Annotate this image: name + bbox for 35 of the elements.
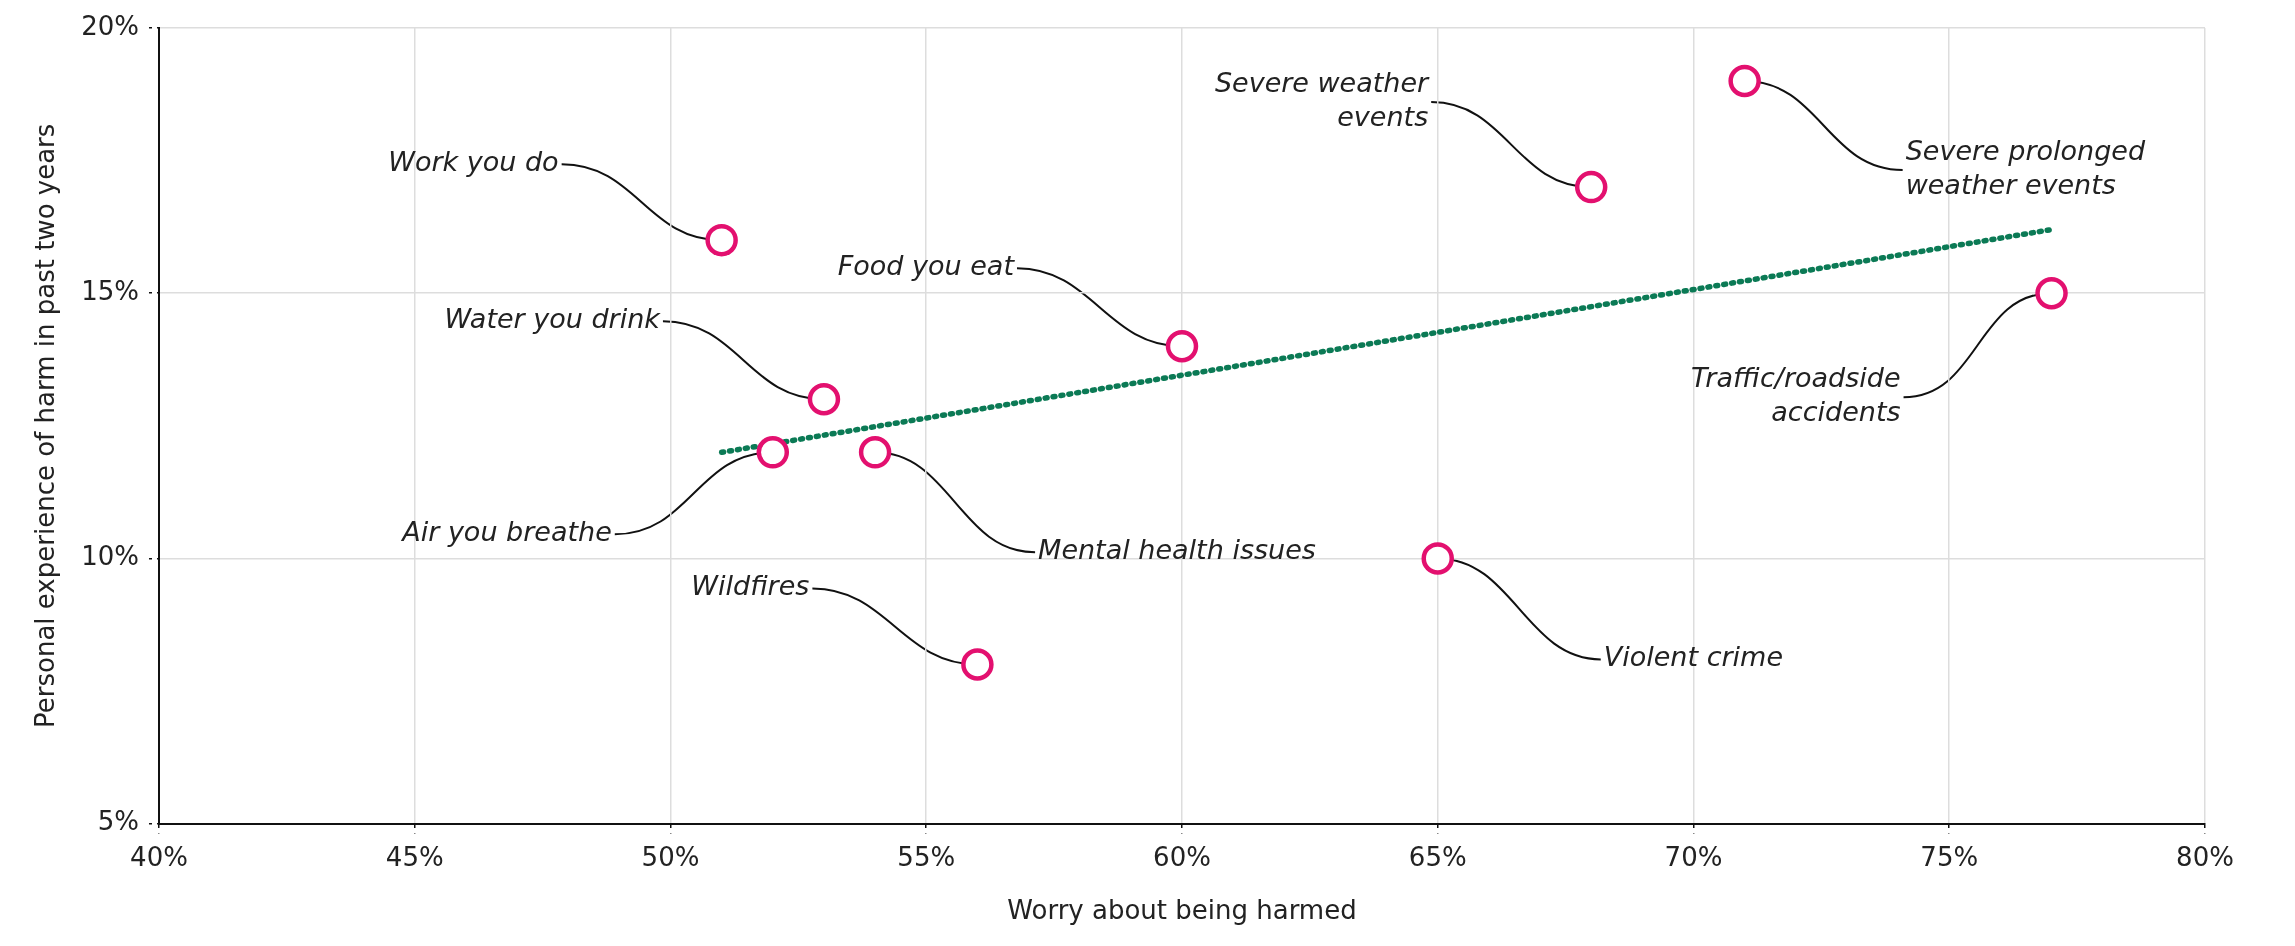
y-tick-label: 15% [81, 275, 139, 306]
point [756, 436, 790, 469]
annotation: Food you eat [837, 250, 1016, 282]
annotation: Traffic/roadside accidents [1690, 362, 1901, 428]
annotation: Severe weather events [1214, 67, 1431, 133]
point [1728, 64, 1761, 98]
x-tick-label: 40% [130, 841, 188, 872]
point [705, 223, 738, 257]
annotation: Violent crime [1603, 641, 1783, 673]
point [807, 383, 841, 416]
x-axis-title: Worry about being harmed [1007, 895, 1357, 926]
point [858, 436, 892, 469]
annotation: Wildfires [691, 570, 810, 602]
x-tick-label: 80% [2176, 841, 2234, 872]
x-tick-label: 55% [897, 841, 956, 872]
point [1165, 329, 1199, 363]
annotation: Mental health issues [1038, 534, 1316, 566]
annotation: Water you drink [444, 303, 662, 335]
x-tick-label: 45% [385, 841, 444, 872]
y-tick-label: 20% [81, 10, 139, 41]
point [1574, 170, 1608, 204]
annotation: Air you breathe [400, 516, 612, 548]
x-tick-label: 65% [1408, 841, 1467, 872]
point [961, 648, 994, 681]
y-tick-label: 10% [81, 541, 139, 572]
y-axis-title: Personal experience of harm in past two years [30, 123, 61, 728]
point [1421, 542, 1454, 575]
x-tick-label: 70% [1664, 841, 1723, 872]
x-tick-label: 75% [1920, 841, 1979, 872]
x-tick-label: 60% [1153, 841, 1211, 872]
y-tick-label: 5% [97, 806, 139, 837]
point [2035, 276, 2068, 310]
annotation: Work you do [388, 146, 559, 178]
annotation: Severe prolonged weather events [1905, 135, 2146, 201]
x-tick-label: 50% [641, 841, 700, 872]
